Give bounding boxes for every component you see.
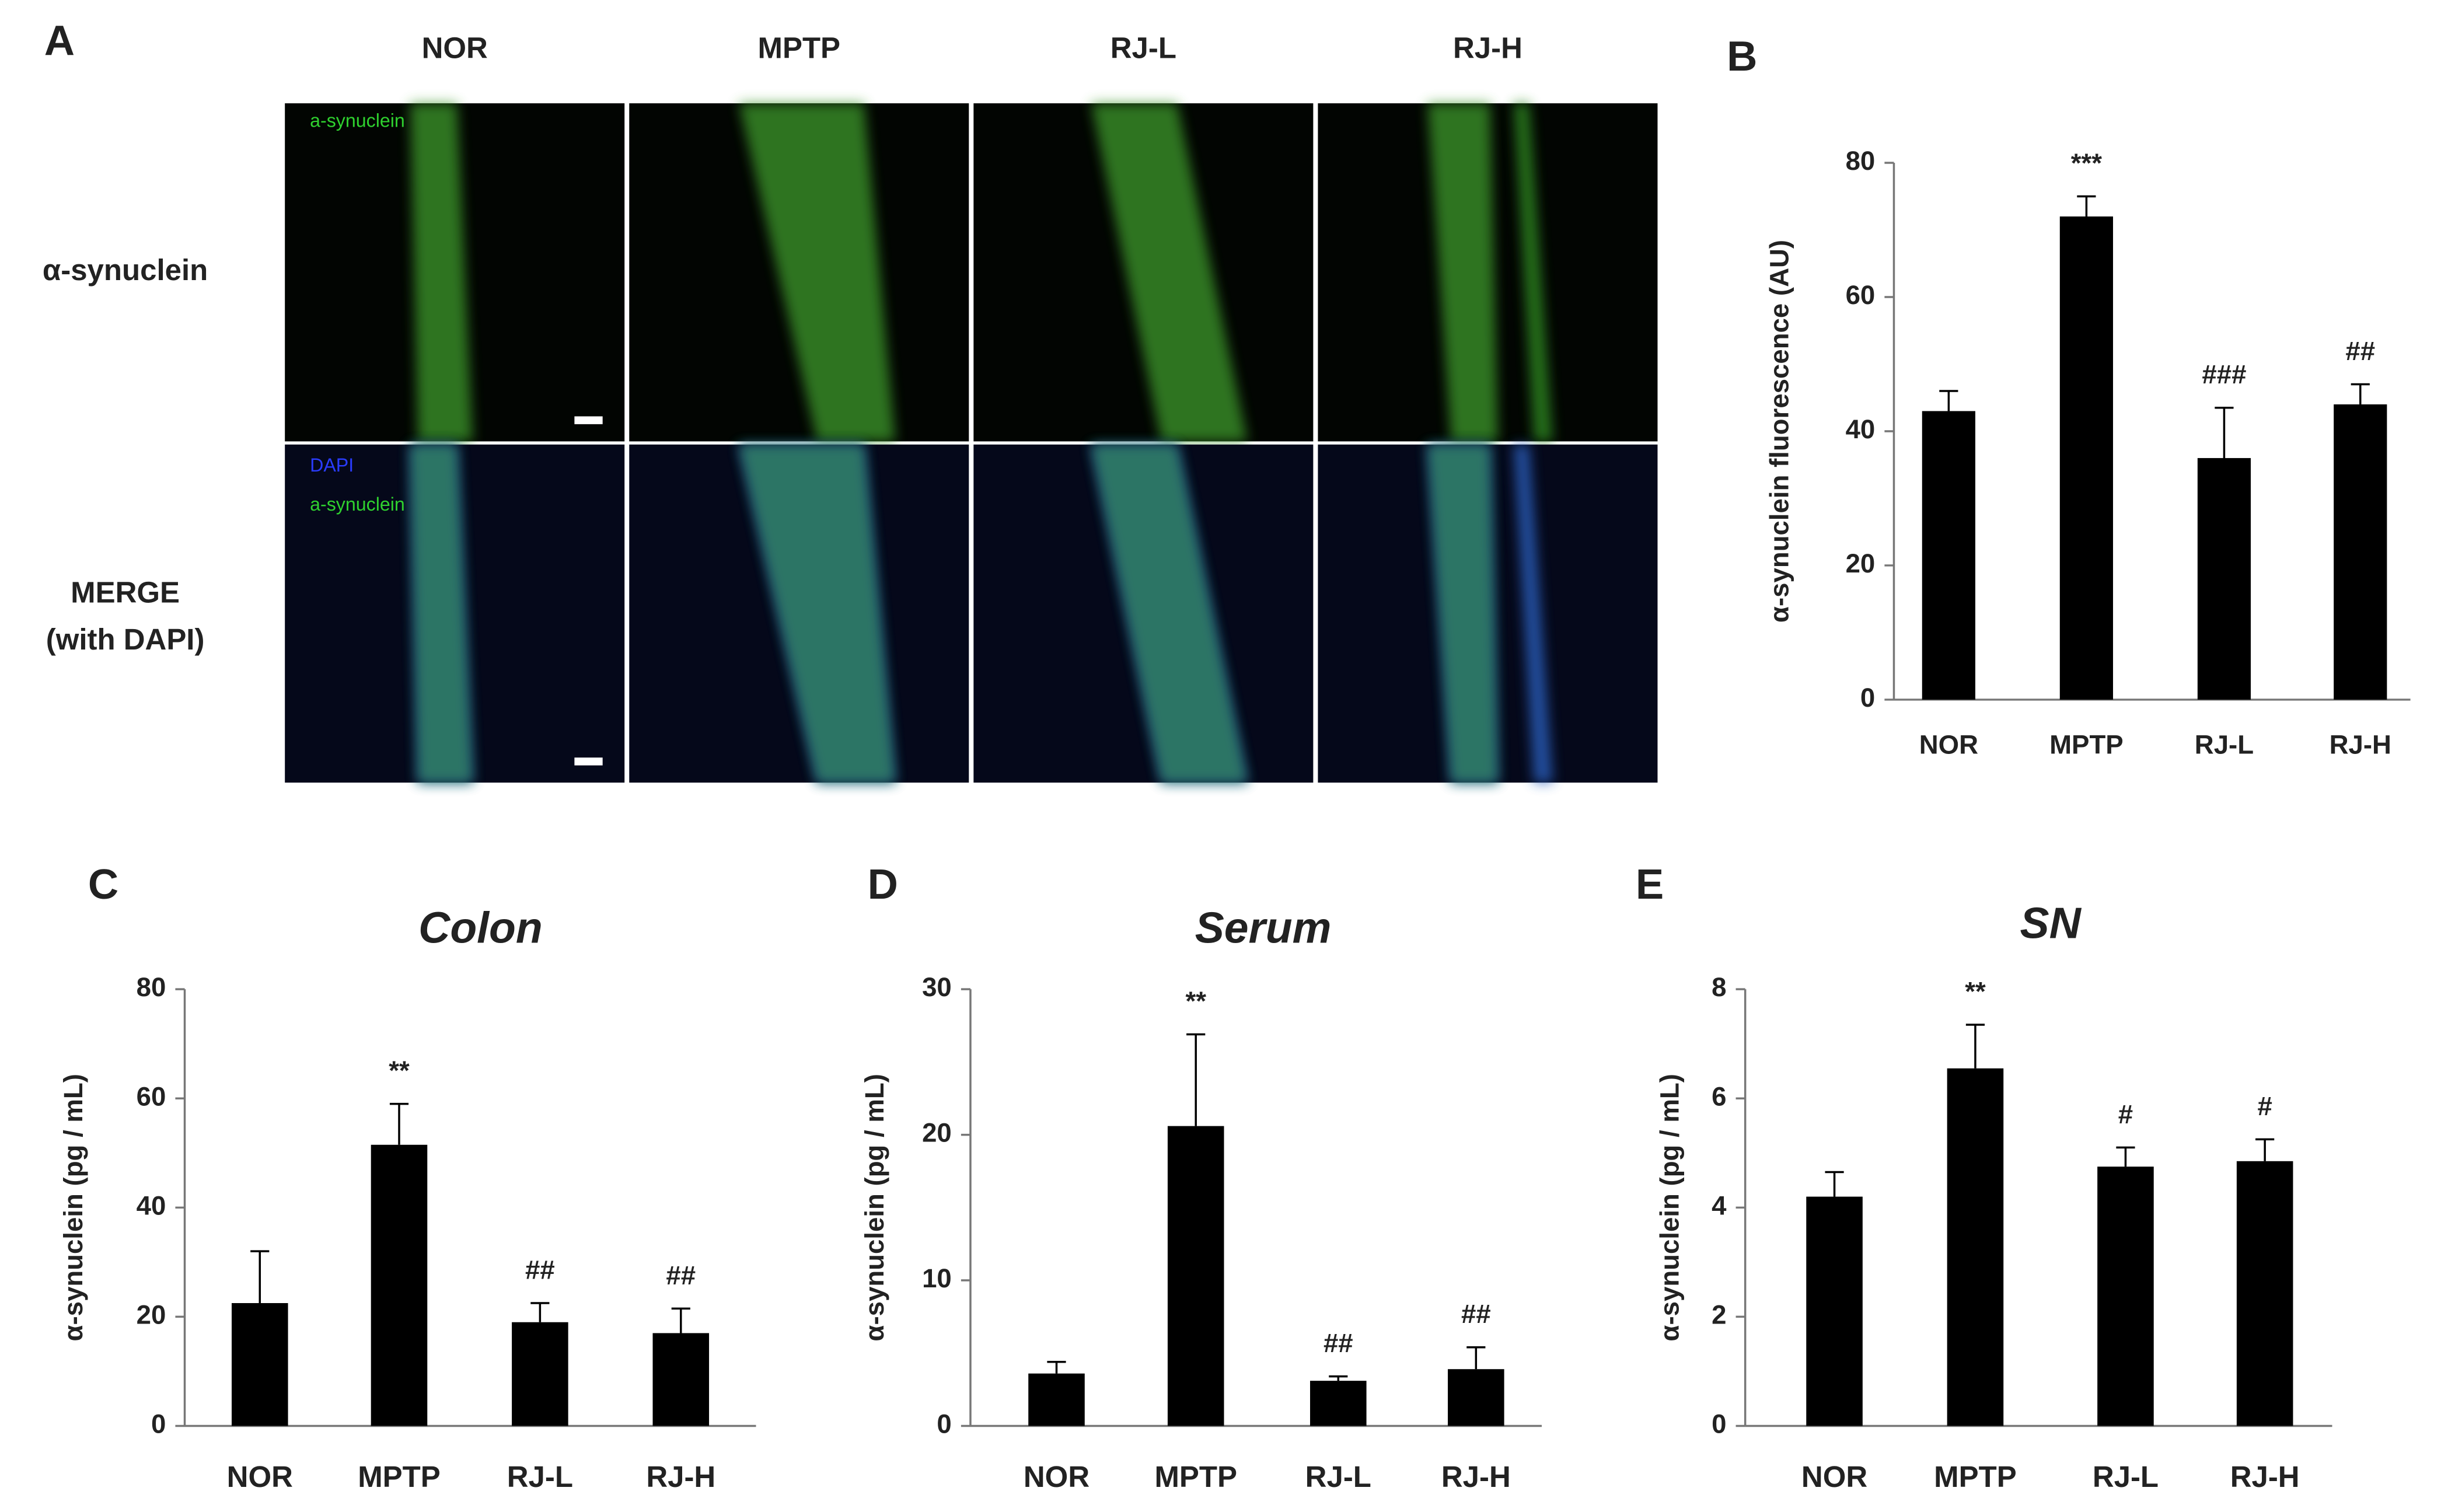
- chart-title: SN: [2020, 899, 2082, 948]
- x-tick-label: RJ-H: [2230, 1460, 2300, 1493]
- x-tick-label: RJ-L: [2093, 1460, 2159, 1493]
- y-tick-label: 10: [922, 1263, 952, 1293]
- y-tick-label: 4: [1712, 1190, 1727, 1220]
- significance-label: **: [389, 1056, 410, 1085]
- row-label: α-synuclein: [43, 253, 208, 287]
- significance-label: ##: [525, 1255, 555, 1284]
- significance-label: ##: [2345, 336, 2375, 366]
- y-tick-label: 2: [1712, 1300, 1726, 1329]
- significance-label: ###: [2202, 359, 2246, 389]
- panel-letter: C: [88, 861, 118, 908]
- y-tick-label: 30: [922, 972, 952, 1002]
- significance-label: ***: [2071, 148, 2102, 178]
- scale-bar: [574, 416, 603, 424]
- y-tick-label: 80: [1846, 146, 1876, 176]
- inset-label: a-synuclein: [310, 494, 405, 515]
- y-tick-label: 20: [1846, 549, 1876, 578]
- tissue-strand: [1513, 103, 1553, 442]
- significance-label: ##: [1461, 1299, 1491, 1329]
- y-tick-label: 60: [1846, 280, 1876, 310]
- panel-letter: A: [44, 17, 75, 64]
- bar: [1947, 1068, 2004, 1426]
- x-tick-label: RJ-L: [507, 1460, 573, 1493]
- y-tick-label: 20: [922, 1118, 952, 1148]
- bar: [1922, 411, 1975, 700]
- panel-letter: D: [868, 861, 898, 908]
- column-header: NOR: [422, 31, 488, 64]
- bar: [1806, 1196, 1863, 1426]
- bar: [1310, 1381, 1367, 1426]
- y-tick-label: 80: [137, 972, 166, 1002]
- x-tick-label: RJ-H: [2330, 729, 2391, 759]
- bar: [2334, 404, 2387, 700]
- scale-bar: [574, 757, 603, 766]
- x-tick-label: RJ-L: [2195, 729, 2254, 759]
- y-tick-label: 40: [1846, 414, 1876, 444]
- significance-label: ##: [666, 1260, 696, 1290]
- tissue-strand: [1513, 444, 1553, 783]
- y-axis-label: α-synuclein (pg / mL): [860, 1074, 889, 1342]
- x-tick-label: MPTP: [358, 1460, 441, 1493]
- x-tick-label: NOR: [1801, 1460, 1867, 1493]
- x-tick-label: MPTP: [1934, 1460, 2017, 1493]
- bar: [231, 1303, 288, 1426]
- y-axis-label: α-synuclein (pg / mL): [1655, 1074, 1685, 1341]
- y-tick-label: 0: [1712, 1409, 1726, 1439]
- y-tick-label: 20: [137, 1300, 166, 1329]
- y-tick-label: 8: [1712, 972, 1726, 1002]
- bar: [1448, 1369, 1504, 1426]
- bar: [1028, 1373, 1085, 1426]
- inset-label: DAPI: [310, 455, 354, 476]
- y-axis-label: α-synuclein fluorescence (AU): [1764, 240, 1794, 623]
- synuclein-stain: [410, 103, 473, 442]
- bar: [2059, 216, 2113, 700]
- synuclein-stain: [739, 444, 896, 783]
- x-tick-label: NOR: [227, 1460, 293, 1493]
- bar: [2097, 1167, 2154, 1426]
- bar: [2236, 1161, 2293, 1426]
- column-header: RJ-H: [1453, 31, 1522, 64]
- row-label: MERGE: [71, 576, 180, 609]
- panel-letter: B: [1727, 33, 1757, 80]
- synuclein-stain: [1091, 103, 1248, 442]
- significance-label: **: [1965, 976, 1986, 1006]
- significance-label: ##: [1323, 1328, 1353, 1358]
- x-tick-label: NOR: [1024, 1460, 1089, 1493]
- chart-title: Serum: [1195, 903, 1332, 952]
- row-label: (with DAPI): [46, 623, 205, 656]
- chart-title: Colon: [418, 903, 543, 952]
- significance-label: #: [2257, 1091, 2272, 1121]
- y-tick-label: 0: [1860, 683, 1875, 713]
- bar: [1167, 1126, 1224, 1426]
- significance-label: #: [2118, 1099, 2133, 1129]
- x-tick-label: RJ-H: [1441, 1460, 1511, 1493]
- y-tick-label: 40: [137, 1190, 166, 1220]
- x-tick-label: MPTP: [1154, 1460, 1237, 1493]
- x-tick-label: RJ-H: [646, 1460, 715, 1493]
- bar: [371, 1144, 428, 1426]
- inset-label: a-synuclein: [310, 110, 405, 131]
- y-tick-label: 0: [937, 1409, 951, 1439]
- panel-a-images: [285, 103, 1658, 783]
- synuclein-stain: [739, 103, 896, 442]
- y-tick-label: 6: [1712, 1081, 1726, 1111]
- synuclein-stain: [410, 444, 473, 783]
- x-tick-label: MPTP: [2049, 729, 2124, 759]
- y-tick-label: 60: [137, 1081, 166, 1111]
- bar: [652, 1333, 710, 1426]
- column-header: RJ-L: [1110, 31, 1176, 64]
- y-axis-label: α-synuclein (pg / mL): [58, 1074, 88, 1342]
- y-tick-label: 0: [151, 1409, 166, 1439]
- column-header: MPTP: [758, 31, 841, 64]
- bar: [512, 1322, 568, 1426]
- x-tick-label: NOR: [1919, 729, 1978, 759]
- bar: [2197, 458, 2251, 700]
- panel-letter: E: [1636, 861, 1664, 908]
- x-tick-label: RJ-L: [1305, 1460, 1371, 1493]
- significance-label: **: [1185, 986, 1206, 1016]
- synuclein-stain: [1091, 444, 1248, 783]
